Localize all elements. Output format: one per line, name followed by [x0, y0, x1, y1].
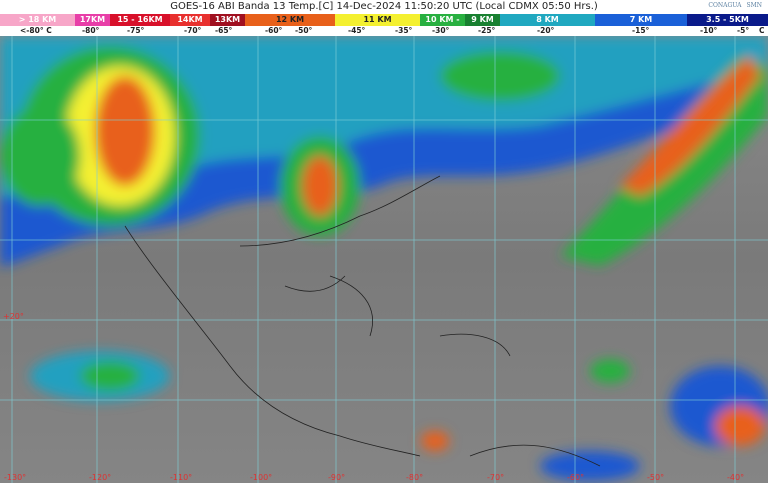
legend-segment: > 18 KM [0, 14, 75, 26]
temperature-label: -75° [127, 26, 145, 35]
temperature-label: -5° [737, 26, 750, 35]
temperature-label: C [759, 26, 765, 35]
satellite-map: -130° -120° -110° -100° -90° -80° -70° -60° -50°… [0, 36, 768, 483]
temperature-scale: <-80° C -80° -75° -70° -65° -60° -50° -45° -35° -… [0, 26, 768, 36]
longitude-label: -80° [406, 473, 423, 482]
temperature-label: -10° [700, 26, 718, 35]
legend-segment: 7 KM [595, 14, 687, 26]
temperature-label: <-80° C [20, 26, 52, 35]
longitude-label: -60° [567, 473, 584, 482]
longitude-label: -110° [170, 473, 192, 482]
legend-segment: 12 KM [245, 14, 335, 26]
latitude-label: +20° [3, 312, 24, 321]
legend-segment: 17KM [75, 14, 110, 26]
smn-logo: SMN [746, 2, 762, 9]
coastlines [124, 175, 601, 467]
legend-segment: 13KM [210, 14, 245, 26]
longitude-label: -100° [250, 473, 272, 482]
grid-lines [0, 36, 768, 483]
temperature-label: -15° [632, 26, 650, 35]
temperature-label: -25° [478, 26, 496, 35]
conagua-logo: CONAGUA [708, 2, 742, 9]
temperature-label: -65° [215, 26, 233, 35]
temperature-label: -60° [265, 26, 283, 35]
image-title: GOES-16 ABI Banda 13 Temp.[C] 14-Dec-202… [170, 1, 598, 12]
legend-segment: 11 KM [335, 14, 420, 26]
longitude-label: -70° [487, 473, 504, 482]
agency-logos: CONAGUA SMN [708, 2, 762, 9]
legend-segment: 3.5 - 5KM [687, 14, 768, 26]
longitude-label: -130° [4, 473, 26, 482]
longitude-label: -120° [89, 473, 111, 482]
color-scale-legend: > 18 KM 17KM 15 - 16KM 14KM 13KM 12 KM 11 KM 10… [0, 14, 768, 26]
legend-segment: 15 - 16KM [110, 14, 170, 26]
legend-segment: 8 KM [500, 14, 595, 26]
temperature-label: -35° [395, 26, 413, 35]
longitude-label: -50° [647, 473, 664, 482]
temperature-label: -30° [432, 26, 450, 35]
temperature-label: -45° [348, 26, 366, 35]
longitude-label: -40° [727, 473, 744, 482]
temperature-label: -20° [537, 26, 555, 35]
longitude-label: -90° [328, 473, 345, 482]
legend-segment: 9 KM [465, 14, 500, 26]
legend-segment: 10 KM - [420, 14, 465, 26]
temperature-label: -70° [184, 26, 202, 35]
temperature-label: -80° [82, 26, 100, 35]
legend-segment: 14KM [170, 14, 210, 26]
temperature-label: -50° [295, 26, 313, 35]
